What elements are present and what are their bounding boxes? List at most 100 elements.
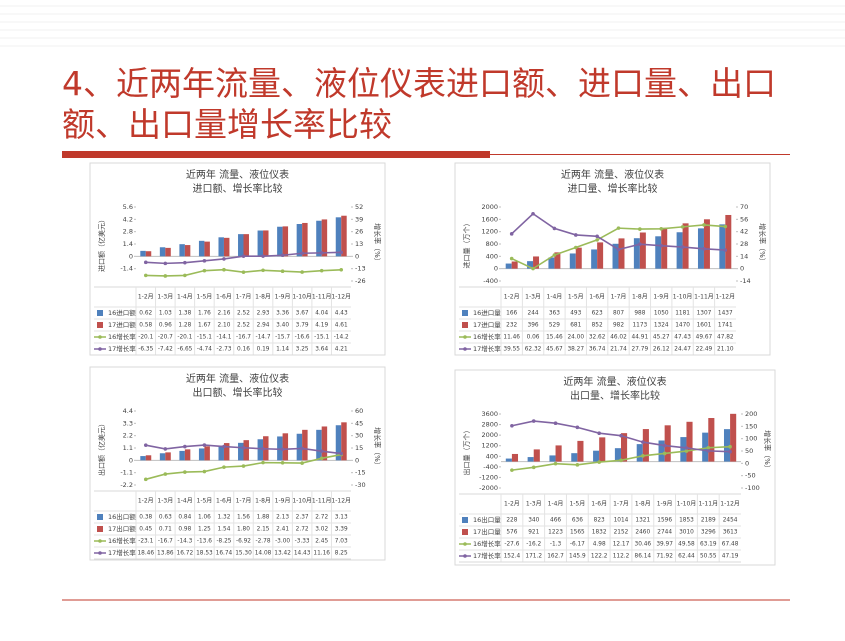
bar [703,219,710,269]
table-value: 1.25 [198,527,211,533]
bar [575,247,582,269]
table-value: 1.32 [217,515,230,521]
line-marker [641,440,645,444]
table-value: 62.32 [525,347,542,353]
table-value: 4.43 [335,311,348,317]
table-value: 340 [528,518,539,524]
line-marker [662,451,667,456]
line-marker [261,268,265,273]
table-value: 2.41 [276,527,289,533]
chart-frame [89,366,386,561]
table-value: 13.86 [157,551,174,557]
y2-tick-label: 0 [740,265,744,273]
y-tick-label: 2.2 [123,432,133,440]
x-tick-label: 1-11月 [694,294,714,301]
legend-key [97,310,103,316]
table-value: 11.16 [313,551,330,557]
bar [723,429,731,462]
bar [282,433,289,461]
x-tick-label: 1-5月 [197,498,213,505]
y2-tick-label: 50 [745,447,753,455]
line-marker [222,444,226,449]
bar [664,425,671,462]
line-marker [723,224,728,229]
table-value: 16.74 [216,551,233,557]
line-marker [553,421,558,426]
table-value: 2744 [657,530,672,536]
bar [140,456,146,461]
x-tick-label: 1-12月 [331,498,351,505]
line-marker [509,232,514,236]
y2-tick-label: -30 [355,481,366,489]
bar [296,224,303,257]
line-marker [531,419,536,423]
bar [642,429,649,462]
chart-title: 近两年 流量、液位仪表 [186,168,289,181]
x-tick-label: 1-5月 [568,294,584,301]
bar [548,257,555,269]
slide-title-line: 4、近两年流量、液位仪表进口额、进口量、出口 [62,64,776,103]
table-value: 396 [528,323,539,329]
table-value: 1181 [675,311,690,317]
legend-label: 16增长率 [108,332,136,341]
line-marker [531,211,535,216]
bar [702,432,709,462]
bar [263,230,269,257]
legend-key [463,542,467,546]
table-value: 2.52 [237,311,250,317]
legend-key [97,322,103,328]
line-marker [510,468,514,472]
bar [593,450,600,462]
line-marker [300,446,304,451]
table-value: 22.49 [696,347,713,353]
y2-tick-label: -14 [740,277,751,285]
bar [725,214,732,269]
table-value: 18.53 [196,551,213,557]
table-value: 3613 [723,530,738,536]
x-tick-label: 1-9月 [275,498,291,505]
table-value: -27.6 [504,542,519,548]
line-marker [319,456,324,461]
legend-label: 17出口额 [108,524,136,533]
line-marker [531,465,536,470]
table-value: 14.43 [294,551,311,557]
y2-tick-label: 39 [355,215,363,223]
line-marker [680,245,685,249]
table-value: 49.67 [696,335,713,341]
y2-tick-label: 100 [745,435,757,443]
y-axis-label: 进口量（万个） [463,220,471,269]
table-value: 16.72 [177,551,194,557]
line-marker [222,257,226,261]
line-marker [300,270,304,274]
bar [599,437,606,462]
table-value: 38.27 [567,347,584,353]
bar [341,422,347,461]
line-marker [261,460,265,465]
table-value: -16.7 [158,539,173,545]
table-value: 493 [570,311,581,317]
line-marker [597,431,601,435]
line-marker [706,445,711,450]
table-value: 1223 [548,530,563,536]
table-value: 1565 [570,530,585,536]
table-value: 62.44 [678,554,695,560]
x-tick-label: 1-4月 [177,294,193,301]
bar [636,444,643,462]
line-marker [573,233,578,237]
line-marker [300,461,304,465]
bar [243,234,249,257]
x-tick-label: 1-8月 [635,501,651,508]
table-value: 0.84 [178,515,191,521]
line-marker [202,259,207,263]
bar [198,448,205,461]
table-value: 21.74 [610,347,627,353]
x-tick-label: 1-5月 [569,501,585,508]
table-value: 21.10 [717,347,734,353]
table-value: -6.35 [138,347,153,353]
chart-title: 近两年 流量、液位仪表 [561,168,664,181]
line-marker [531,266,535,271]
bar [527,261,534,269]
legend-label: 17增长率 [108,344,136,353]
chart-subtitle: 出口额、增长率比较 [193,386,283,399]
y2-tick-label: 26 [355,228,363,236]
